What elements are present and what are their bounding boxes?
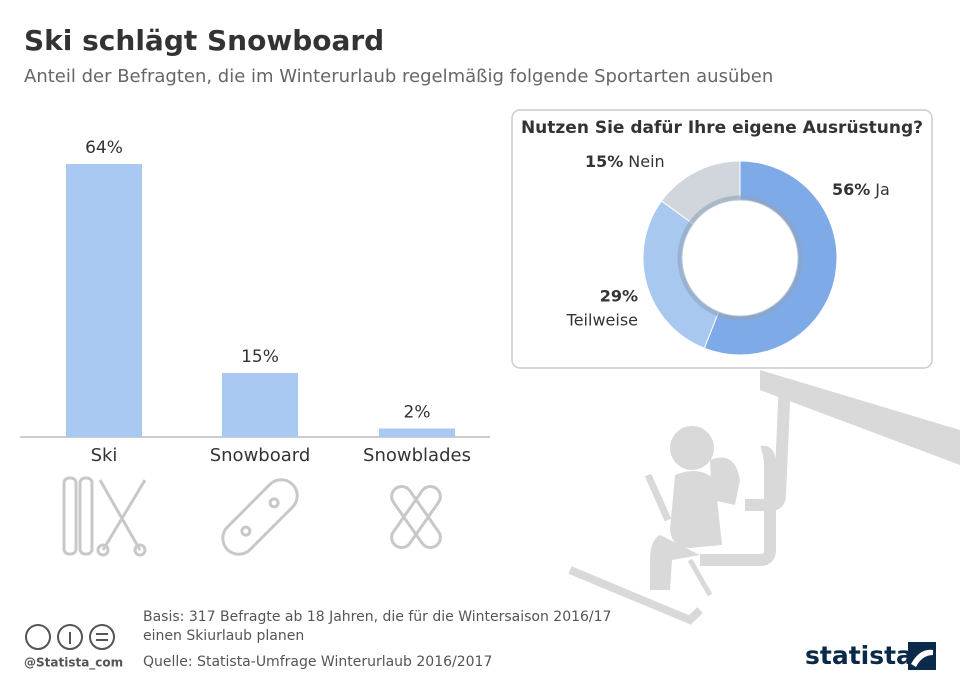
slice-category-label: Ja — [874, 180, 890, 199]
subtitle: Anteil der Befragten, die im Winterurlau… — [24, 66, 773, 87]
slice-value-label: 56% — [832, 180, 870, 199]
title: Ski schlägt Snowboard — [24, 24, 384, 57]
basis-line: Basis: 317 Befragte ab 18 Jahren, die fü… — [143, 609, 611, 625]
slice-value-label: 29% — [600, 287, 638, 306]
bar — [222, 373, 298, 437]
basis-line: einen Skiurlaub planen — [143, 628, 304, 644]
category-label: Snowblades — [363, 445, 471, 466]
bar — [379, 428, 455, 437]
handle: @Statista_com — [24, 656, 123, 671]
category-label: Ski — [91, 445, 118, 466]
sport-icons — [62, 476, 442, 557]
donut-inner-ring — [677, 195, 803, 321]
value-label: 2% — [404, 402, 431, 422]
brand: statista — [805, 641, 913, 670]
slice-value-label: 15% — [585, 152, 623, 171]
value-label: 64% — [85, 138, 123, 158]
slice-category-label: Teilweise — [566, 311, 638, 330]
brand-logo — [908, 642, 936, 670]
value-label: 15% — [241, 347, 279, 367]
slice-label: 56% Ja — [832, 180, 890, 199]
slice-label: 15% Nein — [585, 152, 665, 171]
source: Quelle: Statista-Umfrage Winterurlaub 20… — [143, 654, 492, 670]
pie-panel — [511, 109, 933, 369]
bar — [66, 164, 142, 437]
pie-title: Nutzen Sie dafür Ihre eigene Ausrüstung? — [521, 118, 923, 138]
license-icons — [25, 624, 115, 650]
category-label: Snowboard — [210, 445, 311, 466]
ski-lift-illustration — [568, 370, 960, 625]
slice-category-label: Nein — [628, 152, 664, 171]
